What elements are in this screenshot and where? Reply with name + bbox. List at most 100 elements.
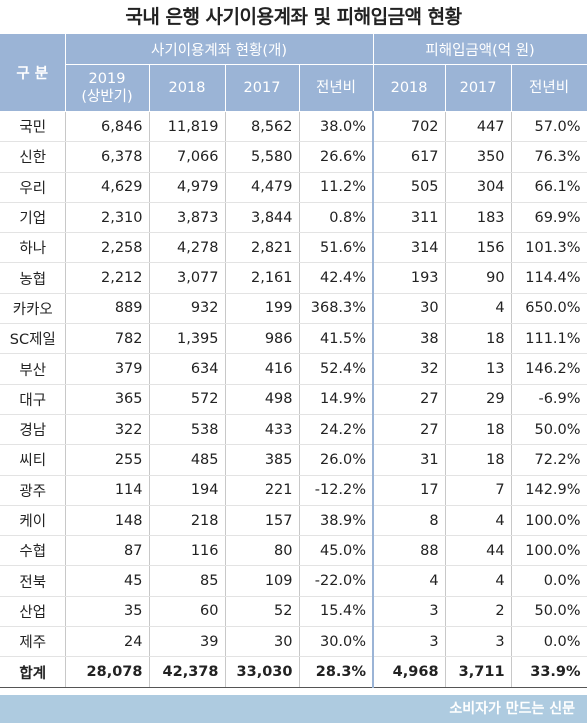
table-row: 신한 6,378 7,066 5,580 26.6% 617 350 76.3% <box>0 141 587 173</box>
cell-m2017: 3,711 <box>445 656 512 689</box>
cell-a2018: 932 <box>149 293 226 325</box>
cell-m2017: 3 <box>445 626 512 658</box>
table-row: 산업 35 60 52 15.4% 3 2 50.0% <box>0 596 587 628</box>
cell-a2018: 1,395 <box>149 323 226 355</box>
table-row: 부산 379 634 416 52.4% 32 13 146.2% <box>0 353 587 385</box>
cell-name: 케이 <box>0 505 66 537</box>
table-body: 국민 6,846 11,819 8,562 38.0% 702 447 57.0% 신한 6,37… <box>0 111 587 689</box>
cell-myoy: 50.0% <box>511 414 587 446</box>
header-amount-2018: 2018 <box>373 64 446 112</box>
cell-a2019: 322 <box>65 414 150 446</box>
cell-a2019: 6,846 <box>65 111 150 143</box>
cell-a2017: 433 <box>225 414 300 446</box>
header-2017: 2017 <box>225 64 300 112</box>
cell-ayoy: 38.9% <box>299 505 375 537</box>
cell-name: 우리 <box>0 172 66 203</box>
cell-m2018: 4,968 <box>373 656 446 689</box>
cell-m2018: 27 <box>373 414 446 446</box>
cell-a2018: 4,278 <box>149 232 226 264</box>
cell-ayoy: 26.0% <box>299 444 375 476</box>
cell-myoy: 57.0% <box>511 111 587 143</box>
cell-m2018: 3 <box>373 596 446 628</box>
cell-ayoy: 52.4% <box>299 353 375 385</box>
header-2019-year: 2019 <box>88 71 126 87</box>
cell-a2018: 7,066 <box>149 141 226 173</box>
cell-name: 신한 <box>0 141 66 173</box>
cell-a2019: 379 <box>65 353 150 385</box>
table-row: 하나 2,258 4,278 2,821 51.6% 314 156 101.3% <box>0 232 587 264</box>
cell-m2017: 156 <box>445 232 512 264</box>
table-row: 제주 24 39 30 30.0% 3 3 0.0% <box>0 626 587 658</box>
cell-myoy: 100.0% <box>511 535 587 567</box>
cell-a2018: 194 <box>149 475 226 506</box>
cell-a2019: 255 <box>65 444 150 476</box>
cell-a2018: 218 <box>149 505 226 537</box>
table-row: 대구 365 572 498 14.9% 27 29 -6.9% <box>0 384 587 415</box>
cell-ayoy: 51.6% <box>299 232 375 264</box>
cell-name: 하나 <box>0 232 66 264</box>
cell-m2018: 88 <box>373 535 446 567</box>
table-row: 국민 6,846 11,819 8,562 38.0% 702 447 57.0% <box>0 111 587 143</box>
cell-a2018: 485 <box>149 444 226 476</box>
cell-a2017: 199 <box>225 293 300 325</box>
cell-name: 대구 <box>0 384 66 415</box>
brand-banner: 소비자가 만드는 신문 <box>0 695 587 723</box>
cell-m2017: 447 <box>445 111 512 143</box>
cell-a2017: 52 <box>225 596 300 628</box>
cell-m2017: 13 <box>445 353 512 385</box>
fraud-account-table: 구 분 사기이용계좌 현황(개) 피해입금액(억 원) 2019 (상반기) 20… <box>0 34 587 689</box>
cell-m2017: 183 <box>445 202 512 234</box>
cell-a2017: 498 <box>225 384 300 415</box>
cell-myoy: 142.9% <box>511 475 587 506</box>
cell-m2018: 314 <box>373 232 446 264</box>
cell-a2019: 6,378 <box>65 141 150 173</box>
cell-m2018: 30 <box>373 293 446 325</box>
cell-m2017: 2 <box>445 596 512 628</box>
cell-name: 광주 <box>0 475 66 506</box>
cell-m2018: 702 <box>373 111 446 143</box>
cell-m2017: 18 <box>445 414 512 446</box>
cell-ayoy: 26.6% <box>299 141 375 173</box>
cell-a2019: 889 <box>65 293 150 325</box>
cell-myoy: 146.2% <box>511 353 587 385</box>
cell-a2019: 114 <box>65 475 150 506</box>
cell-m2018: 32 <box>373 353 446 385</box>
cell-a2019: 2,212 <box>65 262 150 294</box>
cell-myoy: 69.9% <box>511 202 587 234</box>
cell-name: 농협 <box>0 262 66 294</box>
cell-a2019: 45 <box>65 565 150 597</box>
cell-myoy: 101.3% <box>511 232 587 264</box>
cell-a2019: 148 <box>65 505 150 537</box>
cell-ayoy: 15.4% <box>299 596 375 628</box>
cell-ayoy: 14.9% <box>299 384 375 415</box>
cell-a2019: 782 <box>65 323 150 355</box>
cell-a2017: 2,161 <box>225 262 300 294</box>
cell-a2018: 39 <box>149 626 226 658</box>
cell-myoy: 650.0% <box>511 293 587 325</box>
cell-a2017: 4,479 <box>225 172 300 203</box>
cell-a2019: 35 <box>65 596 150 628</box>
table-row: 기업 2,310 3,873 3,844 0.8% 311 183 69.9% <box>0 202 587 234</box>
cell-a2017: 385 <box>225 444 300 476</box>
cell-name: 국민 <box>0 111 66 143</box>
cell-m2017: 4 <box>445 505 512 537</box>
cell-m2017: 18 <box>445 323 512 355</box>
cell-m2018: 27 <box>373 384 446 415</box>
cell-m2017: 7 <box>445 475 512 506</box>
cell-a2018: 85 <box>149 565 226 597</box>
header-2019: 2019 (상반기) <box>65 64 150 112</box>
cell-myoy: 50.0% <box>511 596 587 628</box>
cell-a2018: 11,819 <box>149 111 226 143</box>
table-row: 씨티 255 485 385 26.0% 31 18 72.2% <box>0 444 587 476</box>
cell-name: 전북 <box>0 565 66 597</box>
cell-a2017: 30 <box>225 626 300 658</box>
cell-myoy: 76.3% <box>511 141 587 173</box>
table-row: 농협 2,212 3,077 2,161 42.4% 193 90 114.4% <box>0 262 587 294</box>
cell-myoy: 33.9% <box>511 656 587 689</box>
cell-a2017: 33,030 <box>225 656 300 689</box>
total-row: 합계 28,078 42,378 33,030 28.3% 4,968 3,711 33.9% <box>0 656 587 689</box>
cell-a2019: 4,629 <box>65 172 150 203</box>
cell-a2018: 60 <box>149 596 226 628</box>
cell-ayoy: 28.3% <box>299 656 375 689</box>
cell-m2017: 4 <box>445 293 512 325</box>
